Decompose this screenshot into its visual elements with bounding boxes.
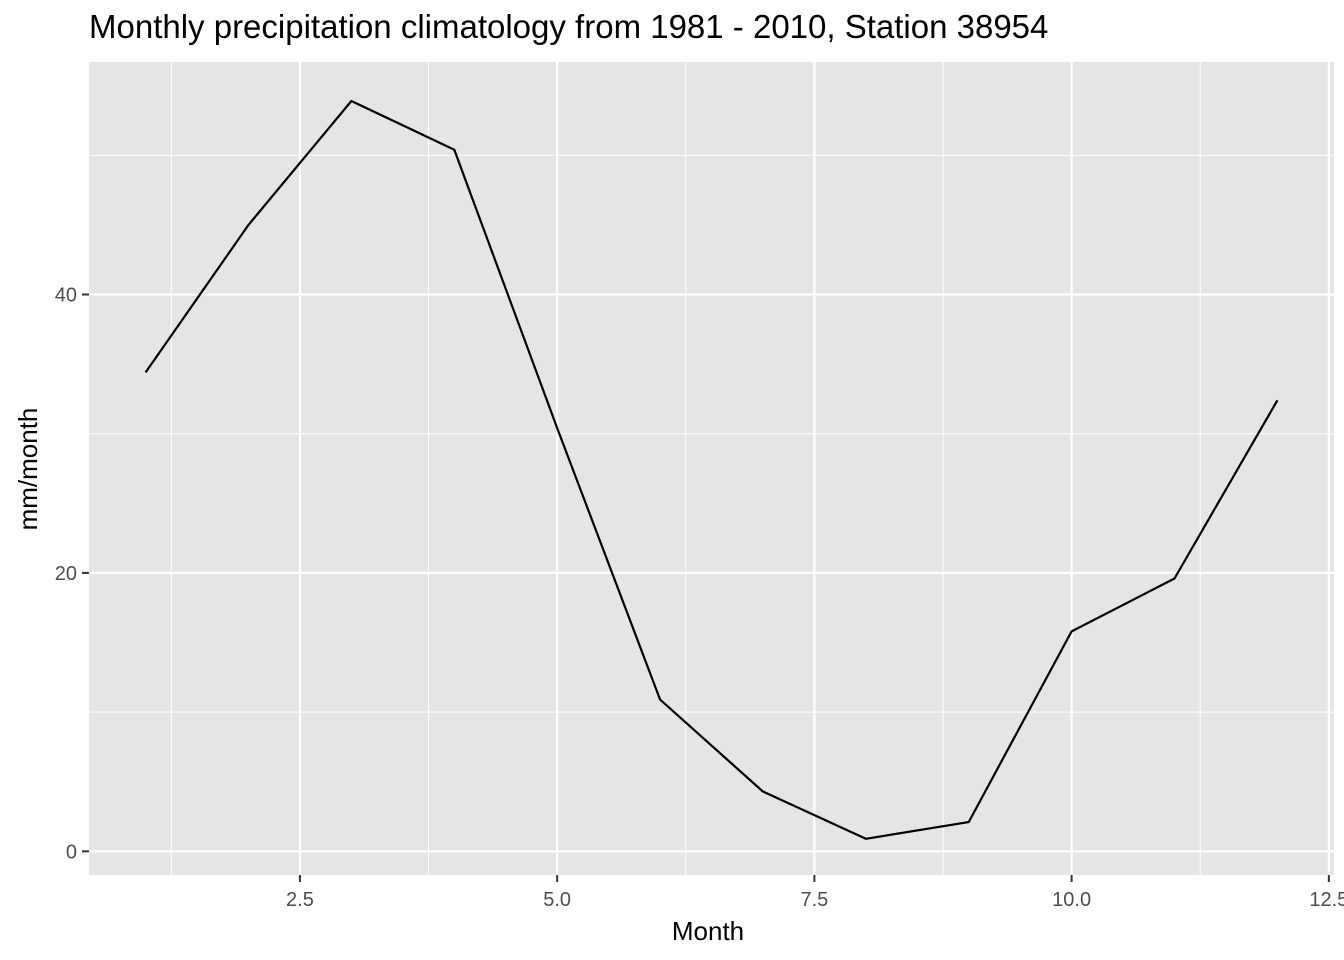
x-tick-label: 10.0 (1052, 889, 1091, 911)
x-tick-label: 12.5 (1309, 889, 1344, 911)
major-grid (89, 62, 1334, 875)
chart-title: Monthly precipitation climatology from 1… (89, 8, 1049, 45)
axis-ticks (82, 293, 1330, 882)
x-tick-label: 2.5 (286, 889, 314, 911)
y-tick-label: 40 (55, 284, 77, 306)
plot-panel (89, 62, 1334, 875)
y-tick-label: 20 (55, 563, 77, 585)
y-axis-title: mm/month (13, 408, 43, 531)
y-tick-label: 0 (66, 841, 77, 863)
x-tick-label: 7.5 (800, 889, 828, 911)
tick-labels: 2.5 5.0 7.5 10.0 12.5 0 20 40 (55, 284, 1344, 911)
series-line (144, 99, 1279, 840)
x-axis-title: Month (672, 916, 744, 946)
minor-grid (89, 62, 1334, 875)
x-tick-label: 5.0 (543, 889, 571, 911)
